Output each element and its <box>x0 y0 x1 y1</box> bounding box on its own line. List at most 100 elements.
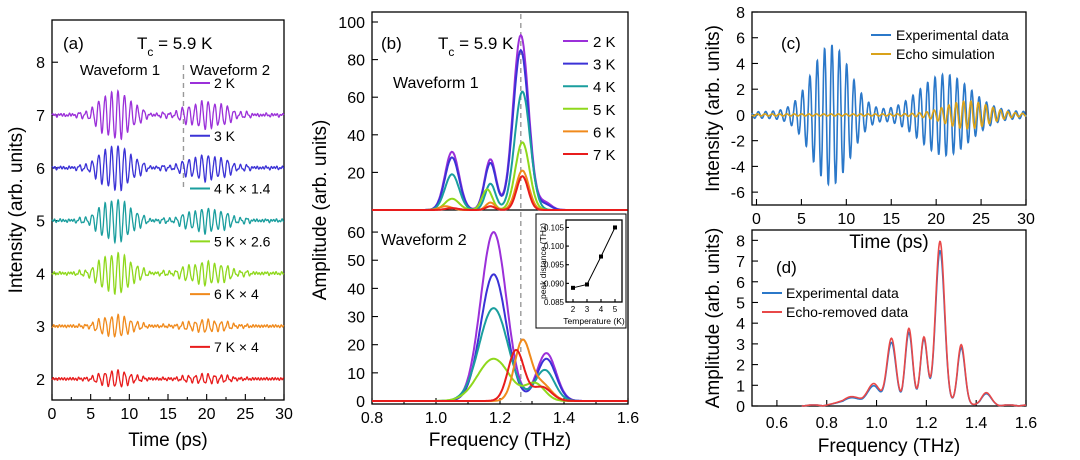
y-tick-label: 10 <box>347 366 365 383</box>
panel-d-frame <box>751 229 1027 407</box>
y-tick-label: 60 <box>347 225 365 242</box>
x-tick-label: 5 <box>86 406 95 423</box>
y-tick-label: 0 <box>736 399 745 416</box>
x-tick-label: 0.8 <box>361 410 383 427</box>
y-tick-label: -2 <box>731 134 745 151</box>
x-tick-label: 30 <box>275 406 293 423</box>
inset-series-line <box>572 227 616 289</box>
y-tick-label: 3 <box>36 319 45 336</box>
annotation: Waveform 2 <box>190 62 270 79</box>
x-tick-label: 1.2 <box>489 410 511 427</box>
inset-point <box>613 225 617 230</box>
x-tick-label: 0 <box>48 406 57 423</box>
series-line <box>51 313 285 338</box>
x-axis-label: Frequency (THz) <box>818 436 961 457</box>
legend-label: Experimental data <box>786 285 899 301</box>
x-tick-label: 25 <box>236 406 254 423</box>
inset-frame <box>565 219 623 303</box>
x-tick-label: 0.8 <box>816 415 838 432</box>
y-tick-label: 8 <box>736 233 745 250</box>
inset-x-tick-label: 3 <box>585 305 590 314</box>
annotation: Waveform 1 <box>80 62 160 79</box>
y-tick-label: 50 <box>347 253 365 270</box>
legend-label: Echo simulation <box>896 46 995 62</box>
legend-label: 7 K <box>593 147 616 164</box>
x-axis-label: Time (ps) <box>128 430 208 451</box>
x-axis-label: Frequency (THz) <box>429 430 572 451</box>
y-tick-label: 40 <box>347 281 365 298</box>
x-tick-label: 1.0 <box>425 410 447 427</box>
x-tick-label: 1.6 <box>1015 415 1037 432</box>
y-axis-label: Amplitude (arb. units) <box>703 228 724 409</box>
series-line <box>51 369 285 388</box>
inset-y-tick-label: 0.090 <box>544 279 565 288</box>
legend-label: Experimental data <box>896 27 1009 43</box>
x-tick-label: 25 <box>972 211 990 228</box>
y-tick-label: 6 <box>736 275 745 292</box>
inset-y-tick-label: 0.105 <box>544 223 565 232</box>
chart-title: Tc = 5.9 K <box>438 34 514 59</box>
x-tick-label: 0.6 <box>766 415 788 432</box>
series-line <box>51 251 285 296</box>
chart-title-main: T <box>137 34 147 53</box>
series-line <box>372 175 628 211</box>
legend-label: 7 K × 4 <box>214 339 259 355</box>
y-tick-label: 20 <box>347 165 365 182</box>
x-tick-label: 1.2 <box>915 415 937 432</box>
panel-c: 0 5 10 15 20 25 30 -6 -4 -2 0 2 4 6 8 Time (ps) Intensit… <box>703 5 1035 253</box>
legend-label: 6 K × 4 <box>214 286 259 302</box>
y-tick-label: 5 <box>736 295 745 312</box>
legend-label: 5 K × 2.6 <box>214 233 271 249</box>
series-line <box>51 89 285 141</box>
series-line <box>372 141 628 211</box>
panel-label: (d) <box>776 258 797 277</box>
legend-label: 2 K <box>214 75 236 91</box>
panel-label: (c) <box>781 34 801 53</box>
y-tick-label: 8 <box>736 5 745 22</box>
y-tick-label: 20 <box>347 338 365 355</box>
x-tick-label: 20 <box>927 211 945 228</box>
inset-x-axis-label: Temperature (K) <box>563 316 625 326</box>
x-tick-label: 0 <box>752 211 761 228</box>
y-tick-label: 30 <box>347 310 365 327</box>
chart-title-rest: = 5.9 K <box>153 34 213 53</box>
x-tick-label: 15 <box>882 211 900 228</box>
x-axis-label: Time (ps) <box>849 232 929 253</box>
series-line <box>372 33 628 211</box>
panel-b: 0.8 1.0 1.2 1.4 1.6 20 40 60 80 100 0 10 20 30 40 50 60 F… <box>310 11 639 451</box>
series-line <box>51 145 285 192</box>
y-tick-label: 40 <box>347 128 365 145</box>
series-line <box>801 249 1027 407</box>
y-tick-label: 2 <box>36 372 45 389</box>
y-tick-label: 5 <box>36 214 45 231</box>
x-tick-label: 30 <box>1017 211 1035 228</box>
x-tick-label: 10 <box>120 406 138 423</box>
y-tick-label: 0 <box>736 108 745 125</box>
inset-x-tick-label: 2 <box>571 305 576 314</box>
inset-y-tick-label: 0.100 <box>544 242 565 251</box>
legend-label: 3 K <box>593 57 616 74</box>
y-tick-label: 60 <box>347 90 365 107</box>
inset-y-tick-label: 0.085 <box>544 298 565 307</box>
inset-box <box>535 213 627 329</box>
series-line <box>751 44 1027 187</box>
legend-label: 5 K <box>593 102 616 119</box>
x-tick-label: 20 <box>198 406 216 423</box>
panel-a: 0 5 10 15 20 25 30 2 3 4 5 6 7 8 Time (ps) Intensity (a… <box>6 19 293 451</box>
chart-title-rest: = 5.9 K <box>454 34 514 53</box>
y-tick-label: 4 <box>736 56 745 73</box>
chart-title-main: T <box>438 34 448 53</box>
subplot-label: Waveform 2 <box>381 232 467 249</box>
chart-title-sub: c <box>147 45 153 59</box>
series-line <box>751 99 1027 130</box>
y-tick-label: 100 <box>338 15 365 32</box>
inset-point <box>585 282 589 287</box>
subplot-label: Waveform 1 <box>393 75 479 92</box>
x-tick-label: 1.4 <box>965 415 987 432</box>
y-tick-label: -6 <box>731 185 745 202</box>
y-tick-label: 80 <box>347 53 365 70</box>
y-tick-label: 6 <box>736 31 745 48</box>
y-tick-label: 1 <box>736 378 745 395</box>
series-line <box>801 240 1027 407</box>
